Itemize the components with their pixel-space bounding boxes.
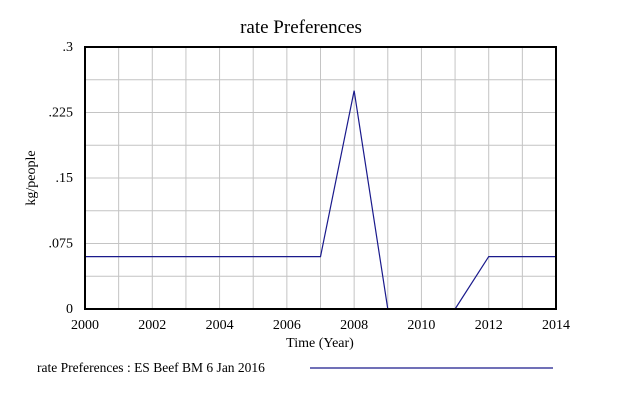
x-axis-ticks: 2000 2002 2004 2006 2008 2010 2012 2014 — [71, 318, 570, 333]
plot-frame — [84, 46, 557, 310]
x-axis-label: Time (Year) — [286, 336, 354, 351]
legend: rate Preferences : ES Beef BM 6 Jan 2016 — [37, 360, 553, 375]
x-tick-label: 2006 — [273, 318, 301, 333]
x-tick-label: 2008 — [340, 318, 368, 333]
legend-label: rate Preferences : ES Beef BM 6 Jan 2016 — [37, 360, 265, 375]
chart-title: rate Preferences — [240, 17, 362, 38]
x-tick-label: 2002 — [138, 318, 166, 333]
x-tick-label: 2004 — [206, 318, 234, 333]
x-tick-label: 2000 — [71, 318, 99, 333]
y-axis-label: kg/people — [24, 150, 39, 205]
y-tick-label: .3 — [63, 40, 74, 55]
y-axis-ticks: 0 .075 .15 .225 .3 — [49, 40, 74, 317]
y-tick-label: .225 — [49, 106, 74, 121]
x-tick-label: 2010 — [407, 318, 435, 333]
y-tick-label: .15 — [56, 171, 74, 186]
y-tick-label: .075 — [49, 237, 74, 252]
x-tick-label: 2012 — [475, 318, 503, 333]
gridlines — [85, 47, 556, 309]
x-tick-label: 2014 — [542, 318, 570, 333]
y-tick-label: 0 — [66, 302, 73, 317]
